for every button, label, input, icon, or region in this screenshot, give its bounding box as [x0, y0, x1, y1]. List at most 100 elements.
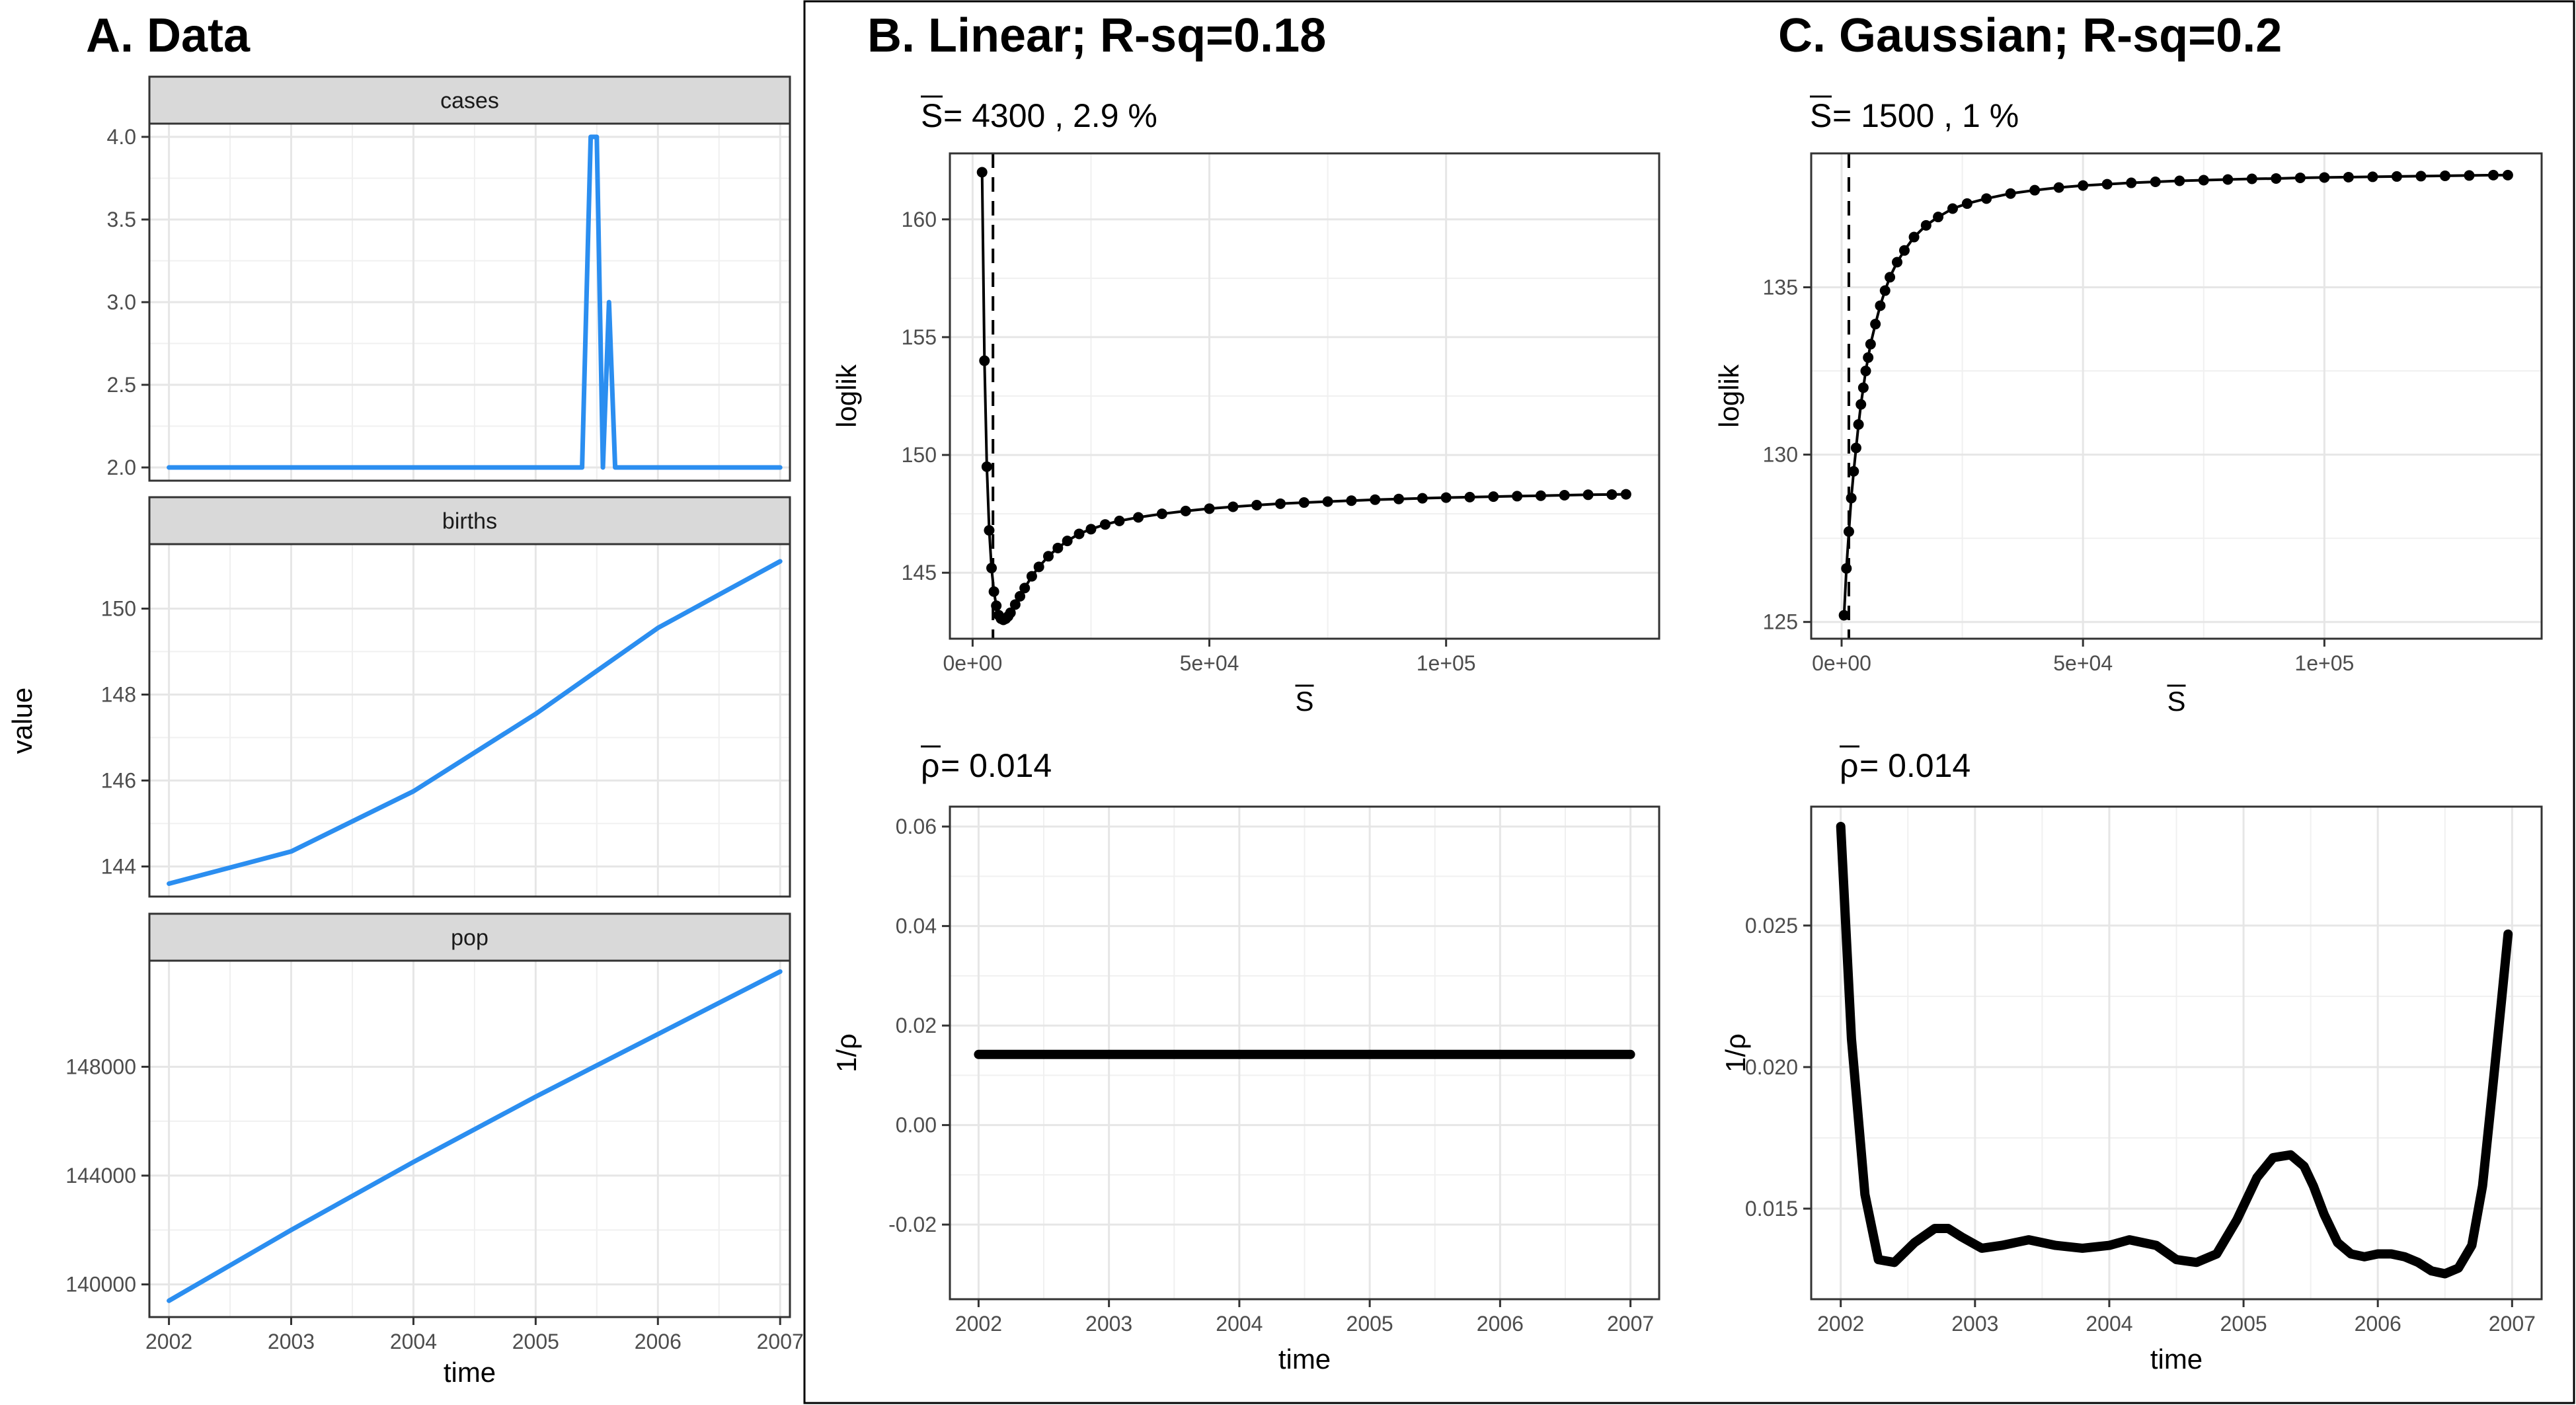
y-axis-label: 1/ρ: [831, 1033, 862, 1072]
data-point: [1843, 526, 1854, 538]
data-point: [2198, 175, 2209, 186]
x-tick-label: 2002: [955, 1312, 1002, 1336]
y-tick-label: 0.025: [1745, 914, 1798, 938]
series-line: [167, 134, 783, 470]
x-tick-label: 2004: [390, 1330, 437, 1353]
data-point: [1512, 491, 1523, 502]
x-tick-label: 2003: [1951, 1312, 1998, 1336]
x-tick-label: 2004: [1216, 1312, 1263, 1336]
y-axis-label: value: [7, 688, 38, 754]
y-axis-label: 1/ρ: [1720, 1033, 1751, 1072]
data-point: [1019, 582, 1031, 594]
y-axis-label: loglik: [831, 364, 862, 428]
data-point: [2005, 188, 2016, 199]
y-tick-label: 130: [1763, 443, 1798, 467]
y-tick-label: 150: [902, 443, 937, 467]
x-axis-label: time: [444, 1357, 496, 1388]
data-point: [1947, 203, 1958, 214]
data-point: [1026, 571, 1037, 582]
plot-border: [1810, 152, 2543, 640]
data-point: [979, 355, 990, 366]
data-point: [1892, 257, 1902, 268]
data-point: [2487, 169, 2499, 181]
panel-c-title: C. Gaussian; R-sq=0.2: [1778, 9, 2282, 62]
y-tick-label: 2.5: [107, 373, 136, 397]
data-point: [1298, 497, 1309, 508]
x-axis-label: S: [1295, 686, 1313, 717]
data-point: [2053, 182, 2064, 193]
data-point: [1606, 489, 1618, 500]
y-tick-label: 148: [101, 683, 136, 707]
data-point: [2415, 171, 2427, 182]
data-point: [1559, 490, 1570, 501]
x-tick-label: 0e+00: [943, 651, 1002, 675]
panel-a-title: A. Data: [86, 9, 251, 62]
data-point: [1863, 352, 1874, 363]
data-point: [2150, 177, 2161, 188]
x-axis-label: time: [2150, 1344, 2203, 1375]
y-tick-label: 0.00: [896, 1113, 937, 1137]
series-line: [1842, 173, 2509, 617]
x-tick-label: 2002: [1817, 1312, 1864, 1336]
y-tick-label: 160: [902, 208, 937, 231]
facet-strip: [148, 75, 791, 125]
data-point: [1488, 491, 1499, 502]
data-point: [2174, 175, 2185, 186]
data-point: [1033, 561, 1044, 573]
y-tick-label: 4.0: [107, 125, 136, 149]
annotation-symbol: S: [921, 97, 943, 134]
annotation-symbol: ρ: [921, 747, 939, 784]
data-point: [1228, 501, 1239, 512]
data-point: [1180, 505, 1191, 516]
annotation-value: = 0.014: [941, 747, 1052, 784]
data-point: [2246, 173, 2257, 184]
facet-strip: [148, 496, 791, 545]
data-point: [1860, 366, 1871, 377]
data-point: [1464, 491, 1475, 502]
plot-border: [148, 122, 791, 482]
data-point: [1322, 496, 1333, 507]
plot-border: [1810, 805, 2543, 1301]
x-tick-label: 2005: [2220, 1312, 2267, 1336]
y-tick-label: 150: [101, 597, 136, 621]
plot-border: [949, 152, 1660, 640]
data-point: [991, 600, 1002, 612]
data-point: [1005, 607, 1016, 618]
data-point: [1933, 212, 1944, 223]
data-point: [2391, 171, 2402, 182]
data-point: [986, 563, 997, 574]
data-point: [1857, 382, 1869, 393]
data-point: [2319, 172, 2330, 183]
x-tick-label: 2003: [268, 1330, 315, 1353]
data-point: [988, 586, 999, 597]
y-tick-label: 135: [1763, 275, 1798, 299]
data-point: [1062, 536, 1073, 547]
plot-border: [148, 543, 791, 898]
x-tick-label: 2007: [757, 1330, 804, 1353]
y-tick-label: 155: [902, 325, 937, 349]
data-point: [1855, 399, 1867, 410]
data-point: [1370, 494, 1381, 505]
data-point: [1042, 551, 1054, 562]
y-tick-label: 2.0: [107, 456, 136, 479]
x-tick-label: 1e+05: [2294, 651, 2354, 675]
data-point: [1204, 503, 1215, 514]
data-point: [1885, 272, 1896, 283]
facet-strip-label: cases: [440, 89, 499, 114]
plot-area: [149, 544, 790, 897]
data-point: [1274, 498, 1286, 509]
data-point: [2222, 174, 2234, 185]
y-tick-label: 0.02: [896, 1014, 937, 1037]
x-axis-label: S: [2167, 686, 2185, 717]
plot-border: [148, 959, 791, 1318]
series-line: [167, 559, 783, 886]
data-point: [2464, 170, 2475, 181]
y-tick-label: 146: [101, 769, 136, 793]
data-point: [976, 167, 988, 178]
data-point: [1961, 198, 1972, 209]
facet-strip-label: births: [442, 509, 497, 534]
data-point: [981, 461, 992, 472]
pop-facet: pop 140000 144000 148000 2002 2003 2004 2005 200…: [7, 688, 804, 1388]
gaussian-rho-plot: 0.015 0.020 0.025 2002 2003 2004 2005 2006 2007 t…: [1720, 745, 2543, 1375]
